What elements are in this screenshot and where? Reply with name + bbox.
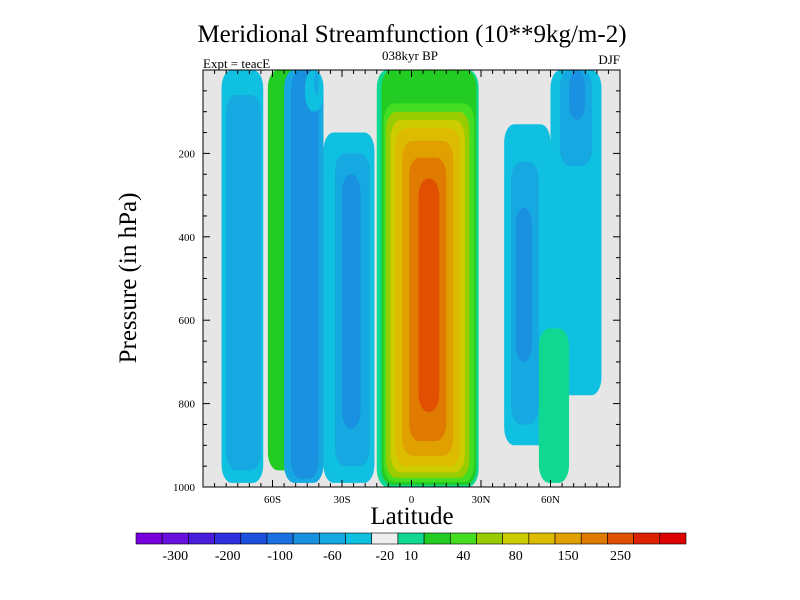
- cell-c-band-1: [342, 174, 361, 429]
- colorbar-label: 80: [509, 549, 523, 564]
- colorbar-swatch: [659, 532, 687, 545]
- y-tick-label: 600: [179, 315, 196, 327]
- chart-subtitle: 038kyr BP: [382, 48, 438, 63]
- x-axis: 60S 30S 0 30N 60N: [202, 70, 621, 506]
- cell-g-band-1: [569, 70, 586, 121]
- chart-title: Meridional Streamfunction (10**9kg/m-2): [197, 21, 626, 48]
- colorbar-label: 150: [558, 549, 579, 564]
- y-tick-label: 800: [179, 399, 196, 411]
- colorbar-swatch: [188, 532, 215, 545]
- colorbar-label: 40: [456, 549, 470, 564]
- chart-left-label: Expt = teacE: [203, 56, 270, 71]
- y-tick-label: 1000: [173, 482, 196, 494]
- colorbar-label: 250: [610, 549, 631, 564]
- colorbar-swatch: [266, 532, 294, 545]
- y-axis: 200 400 600 800 1000: [173, 69, 620, 494]
- colorbar-swatch: [554, 532, 582, 545]
- cell-h-band-2: [314, 70, 319, 96]
- colorbar-label: -60: [323, 549, 342, 564]
- x-axis-label: Latitude: [370, 503, 453, 530]
- colorbar-swatch: [528, 532, 556, 545]
- colorbar-swatch: [607, 532, 634, 545]
- colorbar: -300 -200 -100 -60 -20 10 40 80 150 250: [135, 532, 687, 564]
- x-tick-label: 30S: [333, 494, 350, 506]
- colorbar-swatch: [423, 532, 451, 545]
- colorbar-swatch: [633, 532, 661, 545]
- x-tick-label: 30N: [472, 494, 491, 506]
- colorbar-swatch: [319, 532, 346, 545]
- colorbar-swatch: [345, 532, 373, 545]
- colorbar-swatch: [161, 532, 189, 545]
- y-axis-label: Pressure (in hPa): [115, 193, 142, 364]
- colorbar-swatch: [371, 532, 399, 545]
- colorbar-swatch: [135, 532, 163, 545]
- colorbar-label: -100: [267, 549, 293, 564]
- colorbar-label: -20: [375, 549, 394, 564]
- colorbar-swatch: [240, 532, 268, 545]
- chart-right-label: DJF: [598, 52, 620, 67]
- colorbar-swatch: [292, 532, 320, 545]
- cell-e-band-1: [515, 207, 532, 362]
- x-tick-label: 60S: [264, 494, 281, 506]
- cell-h-band-1: [304, 70, 324, 112]
- x-tick-label: 60N: [541, 494, 560, 506]
- cell-b-band-1: [291, 70, 319, 479]
- y-tick-label: 400: [179, 232, 196, 244]
- colorbar-label: -300: [162, 549, 188, 564]
- colorbar-swatch: [397, 532, 425, 545]
- cell-d-band-1: [418, 178, 440, 412]
- colorbar-swatch: [476, 532, 503, 545]
- contour-bands: [221, 70, 602, 487]
- colorbar-label: 10: [404, 549, 418, 564]
- cell-f-band-1: [538, 328, 570, 483]
- x-tick-label: 0: [409, 494, 415, 506]
- colorbar-swatch: [502, 532, 530, 545]
- colorbar-swatch: [214, 532, 242, 545]
- colorbar-label: -200: [215, 549, 241, 564]
- cell-a-band-1: [226, 95, 261, 471]
- y-tick-label: 200: [179, 148, 196, 160]
- colorbar-swatch: [580, 532, 608, 545]
- colorbar-swatch: [449, 532, 477, 545]
